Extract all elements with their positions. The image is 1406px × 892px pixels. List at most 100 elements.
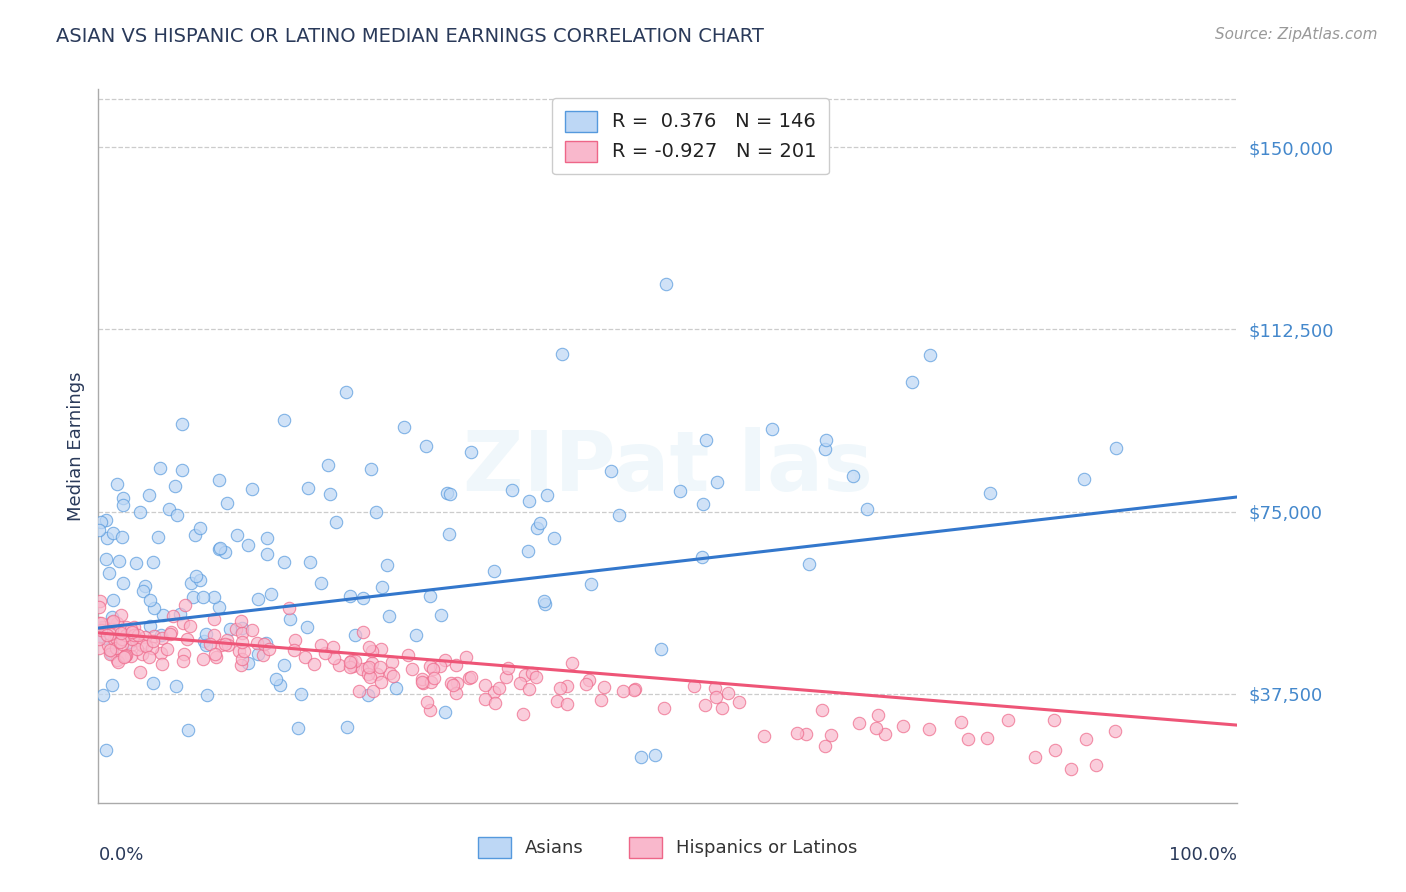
Point: [215, 633, 238, 648]
Point: [125, 632, 148, 647]
Point: [138, 649, 160, 664]
Point: [173, 648, 195, 662]
Point: [273, 555, 295, 569]
Point: [180, 576, 202, 591]
Point: [159, 627, 181, 641]
Point: [644, 748, 666, 763]
Point: [509, 675, 531, 690]
Point: [110, 608, 132, 623]
Point: [579, 577, 602, 591]
Point: [484, 696, 506, 710]
Point: [193, 633, 215, 648]
Point: [797, 558, 820, 572]
Point: [110, 626, 132, 640]
Point: [107, 553, 129, 567]
Point: [359, 670, 381, 684]
Text: Source: ZipAtlas.com: Source: ZipAtlas.com: [1215, 27, 1378, 42]
Point: [101, 593, 124, 607]
Point: [339, 654, 361, 668]
Point: [253, 637, 276, 651]
Point: [240, 482, 263, 496]
Point: [918, 348, 941, 362]
Point: [416, 695, 439, 709]
Point: [110, 632, 132, 647]
Point: [105, 653, 128, 667]
Point: [287, 721, 309, 735]
Point: [533, 597, 555, 611]
Point: [107, 635, 129, 649]
Point: [231, 621, 253, 635]
Point: [142, 555, 165, 569]
Point: [101, 610, 124, 624]
Point: [228, 644, 250, 658]
Point: [165, 679, 187, 693]
Point: [284, 632, 307, 647]
Point: [356, 661, 378, 675]
Point: [188, 521, 211, 535]
Point: [533, 594, 555, 608]
Point: [335, 720, 357, 734]
Point: [420, 675, 443, 690]
Point: [543, 531, 565, 545]
Point: [411, 674, 433, 689]
Point: [124, 628, 146, 642]
Point: [624, 682, 647, 697]
Point: [398, 648, 420, 663]
Point: [256, 531, 278, 545]
Point: [124, 556, 146, 570]
Point: [612, 683, 634, 698]
Point: [132, 583, 155, 598]
Point: [652, 701, 675, 715]
Point: [110, 530, 132, 544]
Point: [150, 628, 173, 642]
Y-axis label: Median Earnings: Median Earnings: [66, 371, 84, 521]
Point: [856, 502, 879, 516]
Point: [460, 670, 482, 684]
Point: [551, 347, 574, 361]
Point: [254, 636, 277, 650]
Point: [429, 659, 451, 673]
Point: [134, 631, 156, 645]
Point: [195, 688, 218, 702]
Point: [204, 647, 226, 661]
Point: [290, 687, 312, 701]
Point: [114, 628, 136, 642]
Point: [87, 600, 110, 615]
Point: [529, 516, 551, 530]
Point: [693, 698, 716, 712]
Point: [842, 468, 865, 483]
Point: [437, 527, 460, 541]
Point: [1073, 472, 1095, 486]
Point: [411, 672, 433, 686]
Point: [252, 648, 274, 662]
Point: [516, 544, 538, 558]
Point: [232, 643, 254, 657]
Point: [172, 417, 194, 431]
Point: [112, 498, 135, 512]
Point: [100, 646, 122, 660]
Point: [360, 644, 382, 658]
Point: [419, 659, 441, 673]
Point: [128, 665, 150, 680]
Point: [444, 658, 467, 673]
Point: [1104, 442, 1126, 456]
Point: [191, 652, 214, 666]
Point: [93, 632, 115, 646]
Point: [246, 636, 269, 650]
Point: [172, 615, 194, 630]
Point: [114, 648, 136, 663]
Point: [957, 731, 980, 746]
Point: [165, 478, 187, 492]
Point: [692, 550, 714, 565]
Point: [873, 727, 896, 741]
Point: [623, 683, 645, 698]
Point: [142, 634, 165, 648]
Point: [446, 676, 468, 690]
Point: [141, 641, 163, 656]
Point: [89, 593, 111, 607]
Point: [591, 693, 613, 707]
Point: [101, 678, 124, 692]
Point: [512, 706, 534, 721]
Point: [488, 681, 510, 696]
Point: [347, 683, 370, 698]
